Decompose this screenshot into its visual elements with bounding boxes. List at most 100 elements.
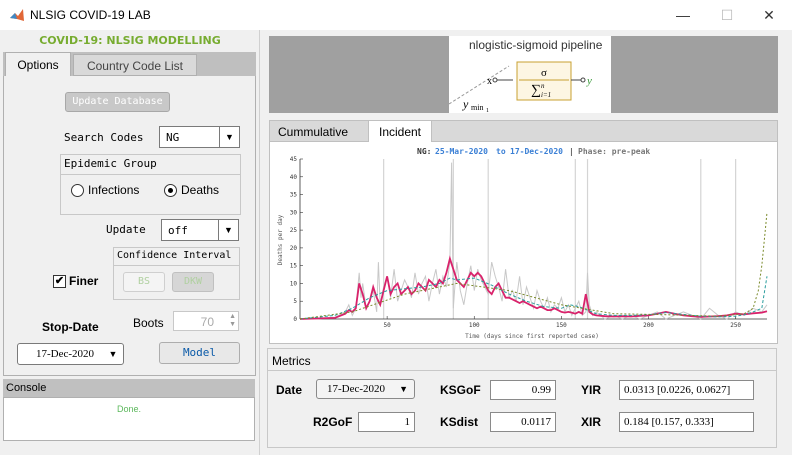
radio-deaths[interactable]: Deaths [164,183,219,197]
tab-options[interactable]: Options [5,52,71,76]
x-tick-label: 200 [643,322,654,329]
radio-deaths-circle [164,183,177,197]
update-label: Update [106,223,146,236]
r2gof-field: 1 [358,412,415,432]
chevron-down-icon: ▼ [108,349,118,359]
y-tick-label: 15 [290,263,298,270]
x-tick-label: 150 [556,322,567,329]
left-panel: COVID-19: NLSIG MODELLING Options Countr… [0,30,260,455]
header-phase: Phase: pre-peak [578,147,650,156]
plot-area: NG: 25-Mar-2020 to 17-Dec-2020 | Phase: … [269,142,778,344]
x-tick-label: 250 [730,322,741,329]
confidence-interval-box: Confidence Interval BS DKW [113,247,240,300]
matlab-logo-icon [10,9,24,21]
pipeline-title: nlogistic-sigmoid pipeline [469,38,603,52]
ymin-subscript: min [471,103,483,112]
console-output: Done. [3,397,255,441]
confidence-interval-title: Confidence Interval [117,250,232,261]
x-tick-label: 50 [384,322,392,329]
y-tick-label: 20 [290,245,298,252]
ymin-label: y [462,97,469,111]
radio-infections-label: Infections [88,183,140,197]
y-tick-label: 0 [293,316,297,323]
right-panel: nlogistic-sigmoid pipeline σ ∑ n i=1 x y… [262,30,792,455]
stop-date-dropdown[interactable]: 17-Dec-2020 ▼ [17,343,124,365]
metrics-panel: Metrics Date 17-Dec-2020 ▼ KSGoF 0.99 YI… [267,348,777,448]
title-bar: NLSIG COVID-19 LAB — ☐ ✕ [0,0,792,30]
finer-label: Finer [69,274,99,288]
ksdist-field: 0.0117 [490,412,556,432]
chart-header: NG: 25-Mar-2020 to 17-Dec-2020 | Phase: … [417,147,650,156]
update-value: off [168,224,188,237]
tab-cummulative[interactable]: Cummulative [278,125,349,139]
y-tick-label: 10 [290,280,298,287]
metrics-date-dropdown[interactable]: 17-Dec-2020 ▼ [316,379,415,399]
header-to: to [496,147,506,156]
metrics-title: Metrics [272,354,311,368]
pipeline-output-node [580,77,586,83]
spinner-arrows-icon[interactable]: ▲ ▼ [229,313,236,328]
yir-label: YIR [581,383,602,397]
ksdist-label: KSdist [440,415,479,429]
header-end-date: 17-Dec-2020 [510,147,563,156]
pipeline-dashed-line [449,65,510,105]
console-header: Console [3,379,255,397]
boots-label: Boots [133,316,164,330]
update-database-button[interactable]: Update Database [65,92,170,112]
epidemic-group-box: Epidemic Group Infections Deaths [60,154,241,215]
model-button[interactable]: Model [159,342,240,364]
chevron-down-icon: ▼ [399,384,408,394]
series-line-2 [299,276,768,320]
boots-spinner[interactable]: 70 ▲ ▼ [173,311,239,331]
radio-infections[interactable]: Infections [71,183,139,197]
tab-country-code-list[interactable]: Country Code List [73,54,197,76]
bs-button[interactable]: BS [123,272,165,292]
search-codes-dropdown[interactable]: NG ▼ [159,126,240,148]
y-tick-label: 45 [290,156,298,163]
y-axis-label: Deaths per day [277,214,284,265]
epidemic-group-title: Epidemic Group [64,157,157,170]
chevron-down-icon: ▼ [219,127,239,147]
y-tick-label: 5 [293,298,297,305]
minimize-icon: — [676,7,690,23]
date-label: Date [276,383,303,397]
series-line-0 [300,162,768,320]
pipeline-diagram: nlogistic-sigmoid pipeline σ ∑ n i=1 x y… [449,36,611,113]
sum-upper: n [541,82,545,90]
y-tick-label: 25 [290,227,298,234]
banner: nlogistic-sigmoid pipeline σ ∑ n i=1 x y… [269,36,778,113]
pipeline-block [516,61,572,101]
input-x-label: x [487,76,492,87]
x-tick-label: 100 [469,322,480,329]
search-codes-value: NG [166,131,180,144]
sum-glyph: ∑ [531,83,541,98]
header-start-date: 25-Mar-2020 [435,147,488,156]
console-text: Done. [116,404,142,414]
stop-date-label: Stop-Date [42,320,99,334]
metrics-date-value: 17-Dec-2020 [327,383,386,395]
dkw-button[interactable]: DKW [172,272,214,292]
plot-tabbar: Cummulative Incident [269,120,778,143]
incident-chart[interactable]: NG: 25-Mar-2020 to 17-Dec-2020 | Phase: … [270,142,779,344]
pipeline-svg: σ ∑ n i=1 x y y min 1 [449,61,592,113]
header-country: NG: [417,147,431,156]
y-tick-label: 35 [290,192,298,199]
close-button[interactable]: ✕ [746,0,792,30]
options-tabbar: Options Country Code List [3,52,256,76]
x-axis-label: Time (days since first reported case) [465,333,599,340]
finer-checkbox[interactable]: ✔ Finer [53,274,98,288]
ksgof-field: 0.99 [490,380,556,400]
tab-incident[interactable]: Incident [368,121,432,143]
maximize-button[interactable]: ☐ [704,0,750,30]
chevron-down-icon: ▼ [218,220,238,240]
radio-deaths-label: Deaths [181,183,220,197]
series-line-3 [299,212,768,320]
minimize-button[interactable]: — [660,0,706,30]
yir-field: 0.0313 [0.0226, 0.0627] [619,380,754,400]
app-heading: COVID-19: NLSIG MODELLING [39,34,221,47]
update-dropdown[interactable]: off ▼ [161,219,239,241]
y-tick-label: 30 [290,209,298,216]
options-panel [3,76,256,376]
series-line-1 [299,255,768,320]
close-icon: ✕ [763,6,775,23]
